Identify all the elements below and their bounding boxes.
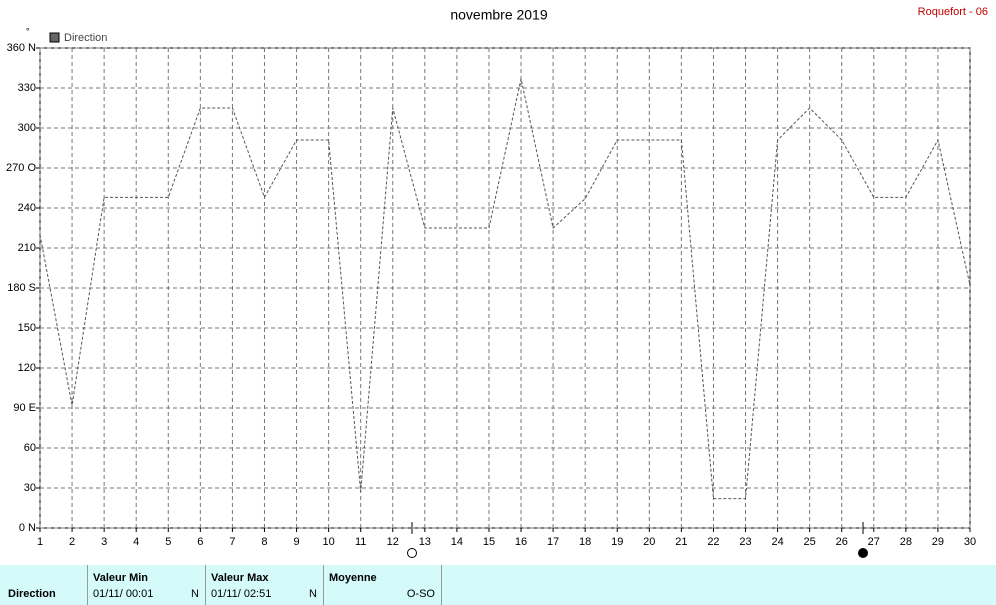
- x-tick-label: 6: [197, 536, 203, 548]
- full-moon: [407, 548, 417, 558]
- x-tick-label: 7: [229, 536, 235, 548]
- x-tick-label: 24: [771, 536, 783, 548]
- x-tick-label: 17: [547, 536, 559, 548]
- y-tick-label: 180 S: [7, 282, 36, 294]
- x-tick-label: 15: [483, 536, 495, 548]
- x-tick-label: 13: [419, 536, 431, 548]
- y-tick-label: 30: [24, 482, 36, 494]
- y-tick-label: 120: [18, 362, 36, 374]
- x-tick-label: 3: [101, 536, 107, 548]
- x-tick-label: 5: [165, 536, 171, 548]
- y-tick-label: 150: [18, 322, 36, 334]
- x-tick-label: 4: [133, 536, 139, 548]
- chart-title: novembre 2019: [450, 7, 548, 23]
- column-title: Valeur Max: [211, 572, 269, 584]
- x-tick-label: 26: [836, 536, 848, 548]
- summary-table: Direction Valeur Min 01/11/ 00:01 N Valeur …: [0, 565, 996, 605]
- x-tick-label: 2: [69, 536, 75, 548]
- y-tick-label: 210: [18, 242, 36, 254]
- column-title: Moyenne: [329, 572, 377, 584]
- summary-cell: Moyenne O-SO: [324, 565, 442, 605]
- y-tick-label: 300: [18, 122, 36, 134]
- summary-label-cell: Direction: [0, 565, 88, 605]
- chart: novembre 2019 Roquefort - 06 ° Direction…: [6, 6, 988, 558]
- y-tick-label: 240: [18, 202, 36, 214]
- summary-label: Direction: [8, 588, 56, 600]
- y-tick-label: 60: [24, 442, 36, 454]
- x-tick-label: 22: [707, 536, 719, 548]
- x-tick-label: 28: [900, 536, 912, 548]
- x-tick-label: 18: [579, 536, 591, 548]
- summary-cell: Valeur Min 01/11/ 00:01 N: [88, 565, 206, 605]
- summary-cell: Valeur Max 01/11/ 02:51 N: [206, 565, 324, 605]
- x-tick-label: 21: [675, 536, 687, 548]
- x-tick-label: 1: [37, 536, 43, 548]
- new-moon: [858, 548, 868, 558]
- x-tick-label: 25: [804, 536, 816, 548]
- station-name: Roquefort - 06: [918, 6, 988, 18]
- x-tick-label: 16: [515, 536, 527, 548]
- column-value: O-SO: [406, 588, 435, 600]
- y-tick-label: 330: [18, 82, 36, 94]
- y-unit: °: [26, 26, 30, 36]
- x-tick-label: 8: [261, 536, 267, 548]
- legend-swatch: [49, 32, 60, 43]
- legend-label: Direction: [64, 32, 107, 44]
- column-value: N: [309, 588, 317, 600]
- y-tick-label: 360 N: [7, 42, 36, 54]
- x-tick-label: 9: [293, 536, 299, 548]
- column-date: 01/11/ 00:01: [93, 588, 154, 600]
- x-tick-label: 10: [322, 536, 334, 548]
- x-tick-label: 14: [451, 536, 463, 548]
- x-tick-label: 19: [611, 536, 623, 548]
- x-tick-label: 29: [932, 536, 944, 548]
- x-tick-label: 12: [387, 536, 399, 548]
- y-tick-label: 0 N: [19, 522, 36, 534]
- column-date: 01/11/ 02:51: [211, 588, 272, 600]
- x-tick-label: 20: [643, 536, 655, 548]
- x-tick-label: 27: [868, 536, 880, 548]
- x-tick-label: 11: [355, 536, 366, 548]
- column-value: N: [191, 588, 199, 600]
- y-tick-label: 270 O: [6, 162, 36, 174]
- column-title: Valeur Min: [93, 572, 149, 584]
- x-tick-label: 23: [739, 536, 751, 548]
- x-tick-label: 30: [964, 536, 976, 548]
- data-line: [39, 78, 971, 500]
- y-tick-label: 90 E: [13, 402, 36, 414]
